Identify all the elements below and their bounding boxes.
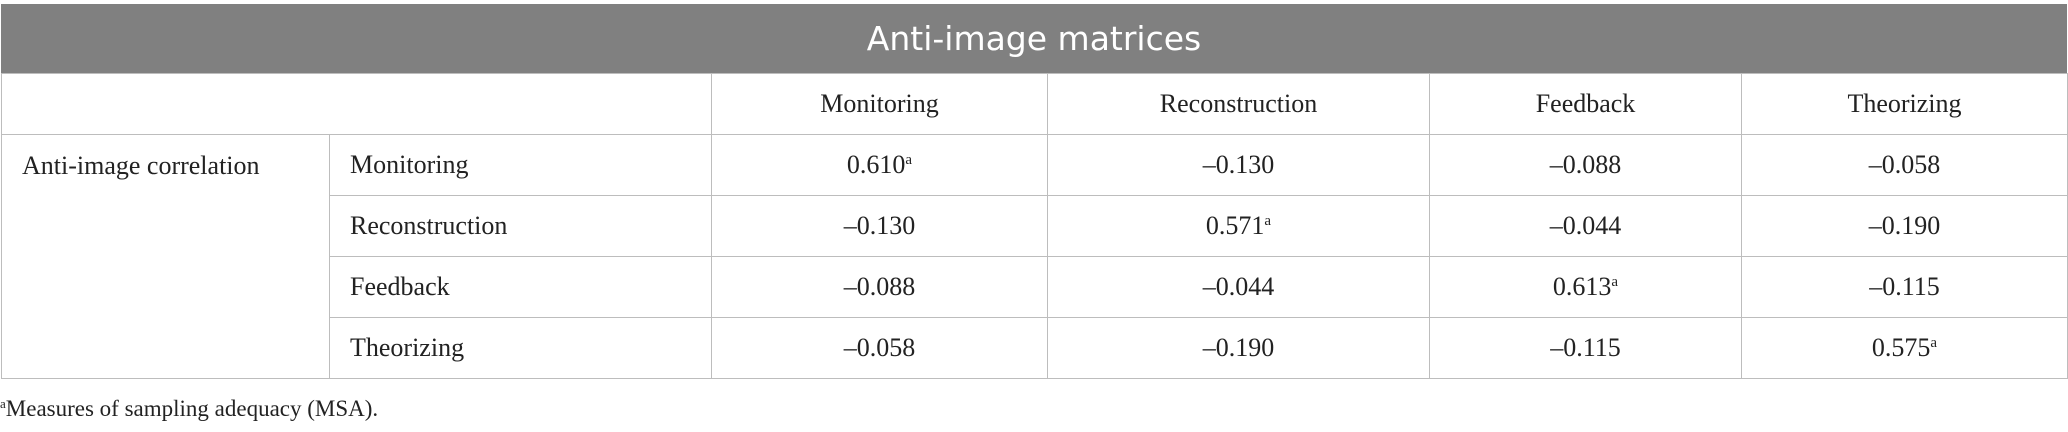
cell-value: 0.571 <box>1205 211 1265 240</box>
cell: 0.575a <box>1741 317 2068 379</box>
column-header: Reconstruction <box>1047 73 1430 135</box>
cell: –0.190 <box>1047 317 1430 379</box>
cell-note: a <box>1264 213 1272 229</box>
cell-note: a <box>1930 335 1938 351</box>
footnote-text: Measures of sampling adequacy (MSA). <box>5 396 379 421</box>
table-title: Anti-image matrices <box>1 4 2067 73</box>
corner-cell <box>1 73 712 135</box>
header-row: Monitoring Reconstruction Feedback Theorizi… <box>1 73 2068 135</box>
data-row: Reconstruction –0.130 0.571a –0.044 –0.190 <box>2 195 2068 257</box>
cell: 0.610a <box>711 134 1048 196</box>
row-label: Theorizing <box>329 317 712 379</box>
column-header: Monitoring <box>711 73 1048 135</box>
cell: –0.115 <box>1429 317 1742 379</box>
cell: –0.044 <box>1047 256 1430 318</box>
cell: –0.058 <box>1741 134 2068 196</box>
row-label: Feedback <box>329 256 712 318</box>
table-body: Monitoring Reconstruction Feedback Theorizi… <box>1 73 2068 379</box>
column-header: Feedback <box>1429 73 1742 135</box>
cell: –0.088 <box>1429 134 1742 196</box>
cell: –0.115 <box>1741 256 2068 318</box>
group-label: Anti-image correlation <box>1 134 330 379</box>
cell: 0.571a <box>1047 195 1430 257</box>
footnote: aMeasures of sampling adequacy (MSA). <box>0 396 378 422</box>
cell: –0.190 <box>1741 195 2068 257</box>
cell-value: 0.610 <box>846 150 906 179</box>
cell-note: a <box>1611 274 1619 290</box>
row-label: Reconstruction <box>329 195 712 257</box>
cell-value: 0.613 <box>1552 272 1612 301</box>
column-header: Theorizing <box>1741 73 2068 135</box>
cell: –0.130 <box>1047 134 1430 196</box>
cell: 0.613a <box>1429 256 1742 318</box>
footnote-mark: a <box>0 396 6 411</box>
cell-value: 0.575 <box>1871 333 1931 362</box>
cell: –0.058 <box>711 317 1048 379</box>
cell: –0.044 <box>1429 195 1742 257</box>
matrix-table: Monitoring Reconstruction Feedback Theorizi… <box>1 73 2068 379</box>
cell: –0.088 <box>711 256 1048 318</box>
data-row: Theorizing –0.058 –0.190 –0.115 0.575a <box>2 317 2068 379</box>
data-row: Anti-image correlation Monitoring 0.610a –0… <box>1 134 2068 379</box>
row-label: Monitoring <box>329 134 712 196</box>
cell: –0.130 <box>711 195 1048 257</box>
cell-note: a <box>905 152 913 168</box>
